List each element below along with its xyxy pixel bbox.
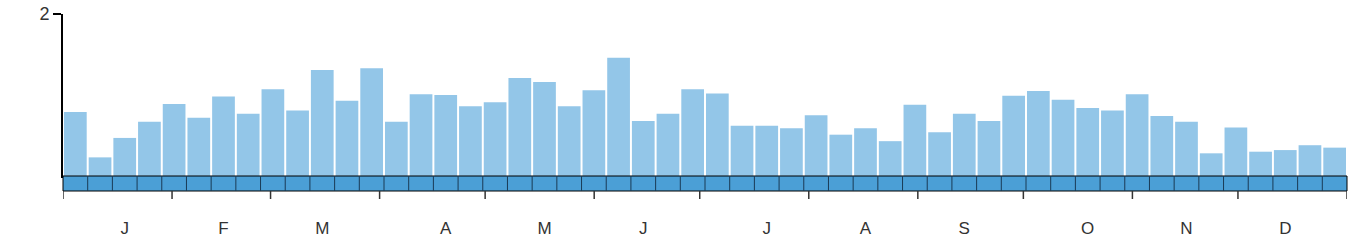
- svg-text:M: M: [315, 219, 329, 236]
- svg-text:M: M: [537, 219, 551, 236]
- svg-text:J: J: [762, 219, 771, 236]
- svg-text:N: N: [1180, 219, 1192, 236]
- svg-text:2: 2: [39, 4, 49, 24]
- svg-text:J: J: [120, 219, 129, 236]
- svg-text:S: S: [959, 219, 970, 236]
- svg-text:A: A: [440, 219, 452, 236]
- svg-text:J: J: [639, 219, 648, 236]
- svg-text:F: F: [218, 219, 228, 236]
- svg-text:A: A: [860, 219, 872, 236]
- svg-text:D: D: [1279, 219, 1291, 236]
- svg-text:O: O: [1081, 219, 1094, 236]
